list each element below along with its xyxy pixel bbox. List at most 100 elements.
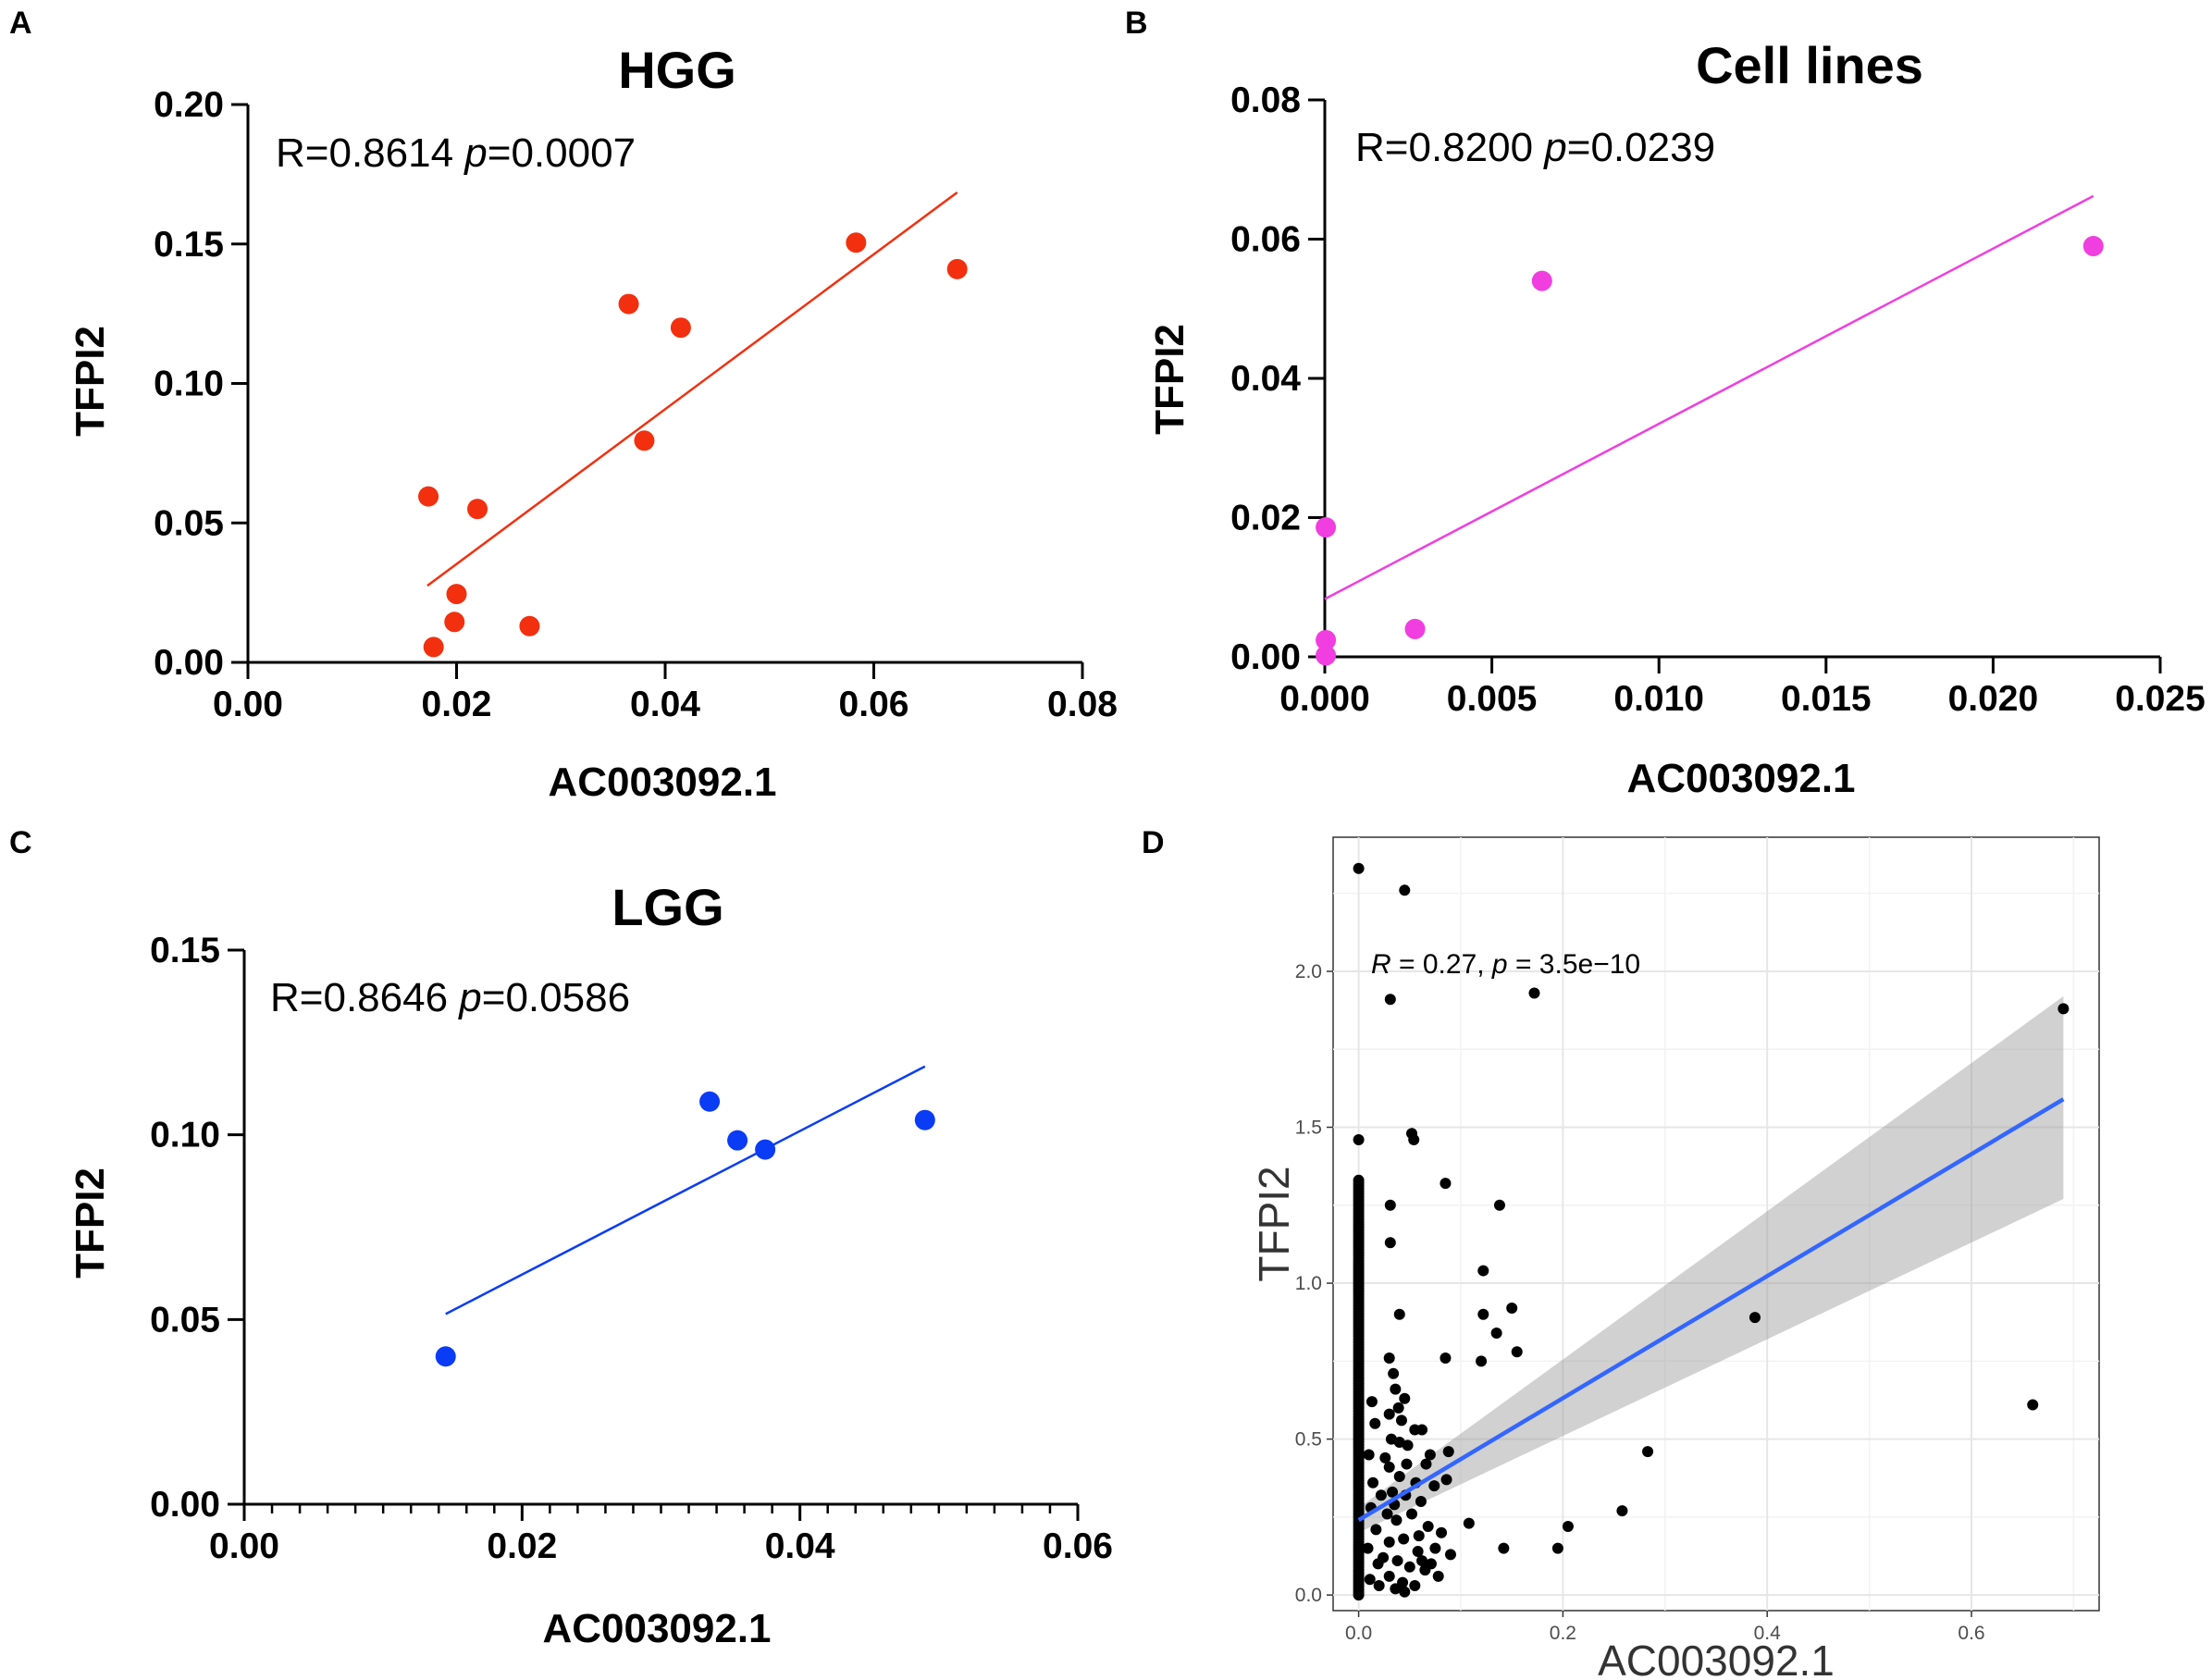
panel-d-point bbox=[1424, 1449, 1436, 1461]
panel-d-point bbox=[1506, 1303, 1518, 1315]
panel-b-x-tick-label: 0.005 bbox=[1447, 679, 1538, 719]
panel-a-x-tick-label: 0.00 bbox=[213, 685, 283, 724]
panel-a-point bbox=[618, 293, 639, 315]
panel-d-point bbox=[1383, 1352, 1395, 1364]
panel-c-x-tick-label: 0.06 bbox=[1043, 1526, 1113, 1566]
panel-d-point bbox=[1378, 1551, 1390, 1563]
panel-b-y-tick-label: 0.04 bbox=[1230, 359, 1301, 399]
panel-d-point bbox=[1362, 1542, 1374, 1554]
panel-d-point bbox=[1364, 1574, 1376, 1586]
panel-d-fit-line bbox=[1357, 1097, 2065, 1523]
panel-b-fit-line bbox=[1324, 194, 2095, 600]
panel-d-point bbox=[1353, 862, 1365, 874]
panel-d-point bbox=[1390, 1514, 1403, 1526]
panel-d-point bbox=[1383, 1408, 1395, 1420]
panel-a-x-tick-label: 0.06 bbox=[839, 685, 909, 724]
panel-c-point bbox=[914, 1109, 935, 1130]
panel-a-y-tick-label: 0.00 bbox=[154, 643, 224, 683]
panel-d-point bbox=[1367, 1476, 1379, 1489]
panel-b-y-tick-label: 0.08 bbox=[1230, 80, 1301, 120]
panel-d-point bbox=[1390, 1383, 1402, 1395]
panel-d-point bbox=[1383, 1461, 1395, 1473]
panel-d-point bbox=[1393, 1436, 1405, 1448]
panel-d-point bbox=[1375, 1489, 1387, 1501]
panel-d-y-tick-label: 0.0 bbox=[1295, 1585, 1322, 1606]
panel-d-point bbox=[1408, 1133, 1420, 1145]
panel-a-point bbox=[423, 636, 444, 658]
panel-d-point bbox=[1413, 1530, 1425, 1542]
panel-b-point bbox=[1316, 629, 1337, 650]
panel-b-point bbox=[2082, 236, 2104, 257]
panel-d-point bbox=[1392, 1402, 1404, 1414]
panel-b-title: Cell lines bbox=[1696, 36, 1923, 94]
panel-c-stats: R=0.8646 p=0.0586 bbox=[270, 975, 630, 1020]
panel-d-point bbox=[1415, 1496, 1427, 1508]
panel-a-y-tick-label: 0.10 bbox=[154, 364, 224, 404]
panel-d-point bbox=[1398, 1533, 1410, 1545]
panel-a-ylabel: TFPI2 bbox=[68, 326, 113, 437]
panel-d-point bbox=[1399, 1392, 1411, 1404]
panel-d-point bbox=[1399, 1586, 1411, 1598]
panel-d-point bbox=[1493, 1199, 1505, 1211]
panel-d-point bbox=[1406, 1508, 1418, 1520]
panel-d-point bbox=[1395, 1414, 1407, 1427]
panel-a-title: HGG bbox=[618, 41, 736, 99]
panel-d-x-tick-label: 0.0 bbox=[1345, 1623, 1372, 1644]
panel-b-stats: R=0.8200 p=0.0239 bbox=[1355, 125, 1715, 170]
panel-a-point bbox=[418, 486, 439, 507]
panel-d-y-tick-label: 0.5 bbox=[1295, 1429, 1322, 1451]
panel-d-point bbox=[1420, 1458, 1432, 1470]
panel-d-point bbox=[1440, 1474, 1452, 1486]
panel-d-point bbox=[1390, 1583, 1402, 1595]
panel-d-point bbox=[2027, 1399, 2039, 1411]
panel-d-point bbox=[1384, 1237, 1396, 1249]
panel-c-point bbox=[699, 1091, 721, 1112]
panel-d-stats: R = 0.27, p = 3.5e−10 bbox=[1371, 949, 1640, 980]
panel-d-point bbox=[1551, 1542, 1563, 1554]
panel-d-point bbox=[1366, 1396, 1378, 1408]
panel-a-y-tick-label: 0.15 bbox=[154, 225, 224, 265]
panel-b-x-tick-label: 0.020 bbox=[1948, 679, 2039, 719]
panel-d-point bbox=[1353, 1174, 1365, 1186]
panel-d-point bbox=[1381, 1508, 1393, 1520]
panel-c-point bbox=[727, 1130, 748, 1151]
panel-d-point bbox=[1363, 1449, 1375, 1461]
panel-d-point bbox=[1412, 1545, 1424, 1557]
panel-d-y-tick-label: 1.0 bbox=[1295, 1273, 1322, 1294]
panel-a-xlabel: AC003092.1 bbox=[548, 760, 776, 805]
panel-b-x-tick-label: 0.000 bbox=[1279, 679, 1370, 719]
panel-a-fit-line bbox=[426, 191, 958, 587]
panel-d-confidence-band bbox=[1358, 995, 2064, 1533]
panel-c-y-tick-label: 0.15 bbox=[150, 931, 220, 970]
panel-a-point bbox=[467, 499, 488, 520]
panel-d-point bbox=[1387, 1486, 1399, 1498]
panel-b-point bbox=[1316, 517, 1337, 538]
panel-c-y-tick-label: 0.10 bbox=[150, 1116, 220, 1155]
panel-d-point bbox=[1477, 1265, 1489, 1277]
panel-b-point bbox=[1316, 645, 1337, 666]
panel-d-scatter: 0.0 0.2 0.4 0.6 0.0 0.5 1.0 1.5 2.0 R = 0.27, p … bbox=[1250, 836, 2100, 1680]
panel-d-point bbox=[1440, 1178, 1452, 1190]
panel-c-y-tick-label: 0.05 bbox=[150, 1300, 220, 1340]
panel-d-point bbox=[1428, 1480, 1440, 1492]
panel-d-point bbox=[1444, 1549, 1456, 1561]
panel-d-point bbox=[1477, 1308, 1489, 1320]
panel-b-ylabel: TFPI2 bbox=[1147, 324, 1193, 435]
panel-d-y-tick-label: 2.0 bbox=[1295, 961, 1322, 982]
panel-d-point bbox=[1511, 1346, 1523, 1358]
panel-d-point bbox=[1369, 1417, 1381, 1429]
panel-c-point bbox=[435, 1346, 456, 1367]
panel-c-xlabel: AC003092.1 bbox=[542, 1606, 771, 1651]
panel-d-point bbox=[1422, 1520, 1434, 1532]
panel-a-point bbox=[670, 317, 691, 339]
panel-c-point bbox=[755, 1139, 776, 1160]
panel-d-ylabel: TFPI2 bbox=[1250, 1166, 1298, 1281]
panel-b-y-tick-label: 0.00 bbox=[1230, 637, 1301, 677]
panel-b-y-tick-label: 0.02 bbox=[1230, 499, 1301, 538]
panel-c-ylabel: TFPI2 bbox=[68, 1167, 113, 1279]
panel-a-x-tick-label: 0.04 bbox=[630, 685, 700, 724]
panel-d-point bbox=[1416, 1424, 1428, 1436]
panel-c-title: LGG bbox=[612, 878, 723, 936]
panel-a-scatter: HGG R=0.8614 p=0.0007 AC003092.1 TFPI2 0… bbox=[68, 41, 1118, 805]
panel-c-x-tick-label: 0.00 bbox=[209, 1526, 279, 1566]
